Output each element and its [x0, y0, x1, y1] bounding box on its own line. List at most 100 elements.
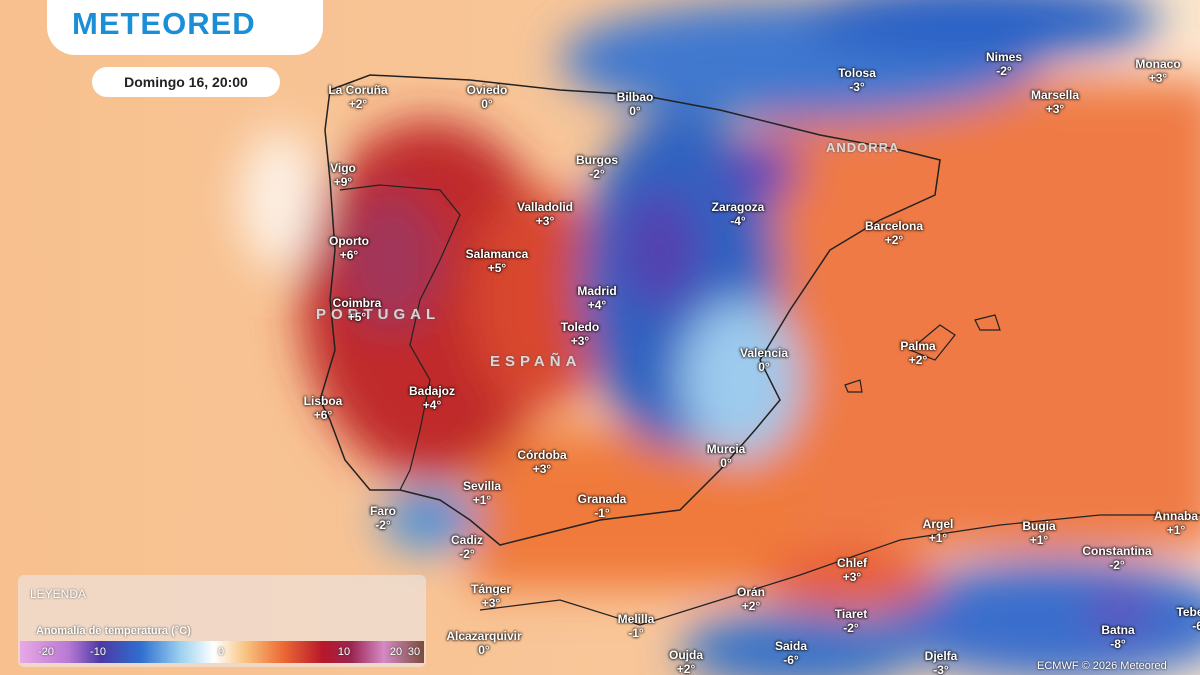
city-value: 0°	[481, 97, 493, 111]
city-name: Tolosa	[838, 66, 876, 80]
city-label: Zaragoza -4°	[712, 200, 765, 228]
city-value: +1°	[472, 493, 492, 507]
city-value: -2°	[459, 547, 475, 561]
city-value: -1°	[594, 506, 610, 520]
city-name: Constantina	[1082, 544, 1152, 558]
city-label: Constantina -2°	[1082, 544, 1151, 572]
region-label: ESPAÑA	[490, 353, 582, 370]
city-value: +3°	[570, 334, 590, 348]
logo-box: METEORED	[47, 0, 323, 55]
city-label: Lisboa +6°	[304, 394, 343, 422]
city-label: Madrid +4°	[577, 284, 616, 312]
legend-subtitle: Anomalía de temperatura (°C)	[36, 625, 191, 637]
scale-label: 10	[337, 646, 351, 658]
city-value: -8°	[1110, 637, 1126, 651]
city-label: Toledo +3°	[561, 320, 599, 348]
city-name: Valladolid	[516, 200, 574, 214]
city-label: Sevilla +1°	[463, 479, 501, 507]
city-name: Salamanca	[465, 247, 529, 261]
city-value: -2°	[843, 621, 859, 635]
colorbar	[20, 641, 424, 663]
city-name: Coimbra	[332, 296, 382, 310]
city-value: -2°	[589, 167, 605, 181]
city-label: Monaco +3°	[1135, 57, 1180, 85]
city-label: Badajoz +4°	[409, 384, 455, 412]
city-value: +4°	[587, 298, 607, 312]
city-name: Lisboa	[303, 394, 343, 408]
islands	[844, 314, 1001, 393]
city-label: Nimes -2°	[986, 50, 1022, 78]
anomaly-field	[240, 0, 1200, 675]
city-value: -2°	[996, 64, 1012, 78]
scale-label: 20	[389, 646, 403, 658]
city-label: Djelfa -3°	[925, 649, 958, 675]
city-name: Annaba	[1153, 509, 1199, 523]
legend: LEYENDA Anomalía de temperatura (°C) -20…	[18, 575, 426, 667]
city-value: +9°	[333, 175, 353, 189]
city-name: Tiaret	[834, 607, 868, 621]
city-value: -3°	[933, 663, 949, 675]
city-value: -3°	[849, 80, 865, 94]
city-value: +3°	[1045, 102, 1065, 116]
city-name: Faro	[369, 504, 397, 518]
city-label: Cadiz -2°	[451, 533, 483, 561]
city-value: +5°	[347, 310, 367, 324]
city-label: La Coruña +2°	[328, 83, 387, 111]
city-name: Oviedo	[466, 83, 508, 97]
city-label: Murcia 0°	[707, 442, 746, 470]
city-label: Salamanca +5°	[466, 247, 529, 275]
city-label: Bilbao 0°	[617, 90, 654, 118]
datetime: Domingo 16, 20:00	[92, 67, 280, 97]
city-label: Tebessa-6°	[1176, 605, 1200, 633]
city-name: Badajoz	[408, 384, 456, 398]
city-name: Palma	[900, 339, 936, 353]
city-label: Oviedo 0°	[467, 83, 508, 111]
city-value: +2°	[741, 599, 761, 613]
city-name: Oporto	[329, 234, 369, 248]
city-value: -2°	[1109, 558, 1125, 572]
city-name: Chlef	[837, 556, 867, 570]
city-label: Tiaret -2°	[835, 607, 867, 635]
city-name: Nimes	[985, 50, 1023, 64]
city-value: +3°	[535, 214, 555, 228]
city-value: +2°	[884, 233, 904, 247]
city-label: Barcelona +2°	[865, 219, 923, 247]
city-label: Granada -1°	[578, 492, 627, 520]
city-name: Monaco	[1135, 57, 1181, 71]
city-label: Batna -8°	[1101, 623, 1134, 651]
city-value: 0°	[478, 643, 490, 657]
city-label: Valencia 0°	[740, 346, 788, 374]
city-name: Alcazarquivir	[446, 629, 522, 643]
city-value: +5°	[487, 261, 507, 275]
city-name: Saida	[774, 639, 808, 653]
city-value: -2°	[375, 518, 391, 532]
africa-coast	[479, 514, 1200, 626]
legend-title: LEYENDA	[30, 587, 87, 601]
city-value: +3°	[1148, 71, 1168, 85]
city-value: +4°	[422, 398, 442, 412]
scale-label: -10	[90, 646, 106, 658]
city-value: +6°	[339, 248, 359, 262]
city-label: Alcazarquivir 0°	[446, 629, 521, 657]
city-label: Orán +2°	[737, 585, 765, 613]
city-name: La Coruña	[328, 83, 388, 97]
city-value: +1°	[1166, 523, 1186, 537]
city-name: Argel	[922, 517, 954, 531]
city-label: Faro -2°	[370, 504, 396, 532]
city-value: +3°	[842, 570, 862, 584]
city-name: Orán	[736, 585, 766, 599]
city-name: Melilla	[617, 612, 655, 626]
city-name: Sevilla	[462, 479, 502, 493]
city-name: Tebessa	[1176, 605, 1200, 619]
city-name: Valencia	[739, 346, 789, 360]
city-name: Djelfa	[924, 649, 958, 663]
credit: ECMWF © 2026 Meteored	[1037, 660, 1167, 672]
city-label: Palma +2°	[900, 339, 935, 367]
scale-label: -20	[38, 646, 54, 658]
city-name: Granada	[577, 492, 627, 506]
city-name: Oujda	[668, 648, 704, 662]
scale-label: 0	[217, 646, 225, 658]
city-label: Oporto +6°	[329, 234, 369, 262]
city-value: +1°	[1029, 533, 1049, 547]
